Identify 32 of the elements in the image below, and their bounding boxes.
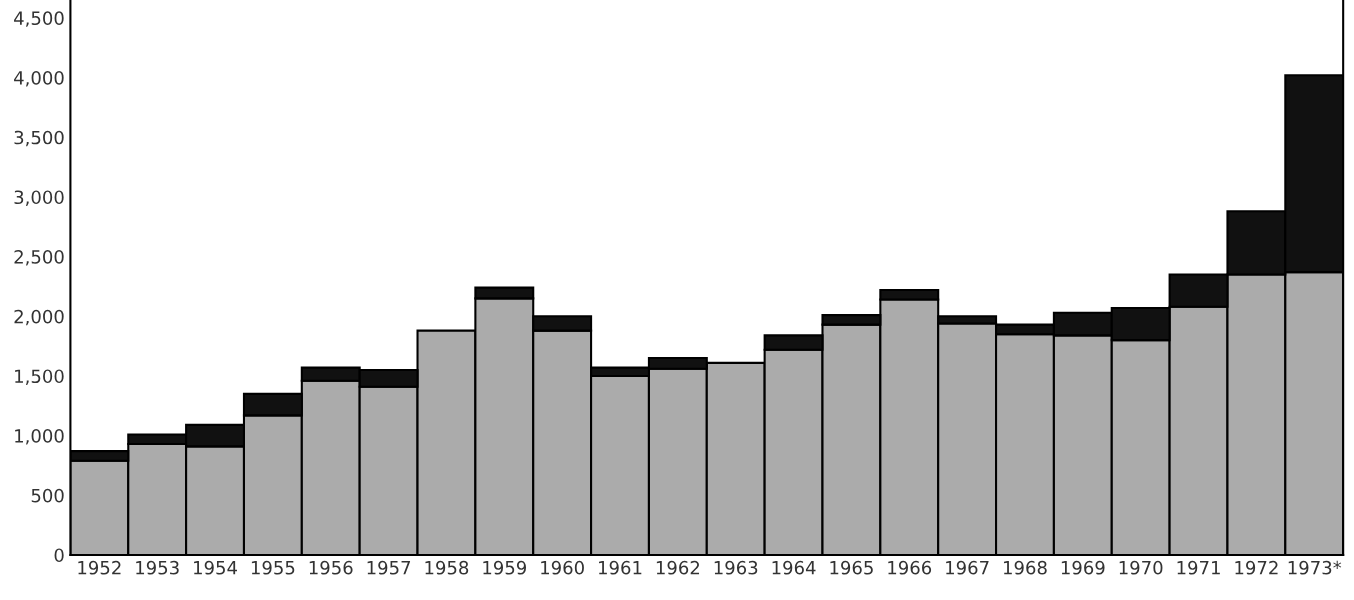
y-tick-label: 1,500: [15, 369, 64, 385]
y-tick-label: 3,000: [14, 190, 64, 206]
y-tick-label: 4,000: [14, 71, 64, 87]
x-tick-label: 1966: [888, 560, 932, 575]
y-tick-label: 2,000: [14, 309, 64, 326]
y-tick-label: 3,500: [14, 130, 64, 147]
x-tick-label: 1963: [714, 560, 758, 575]
x-tick-label: 1972: [1235, 560, 1278, 575]
x-tick-label: 1959: [483, 560, 527, 575]
y-tick-label: 0: [54, 548, 64, 563]
x-tick-label: 1971: [1177, 560, 1220, 575]
x-tick-label: 1968: [1003, 560, 1047, 575]
x-tick-label: 1958: [425, 560, 469, 575]
y-tick-label: 2,500: [14, 250, 64, 266]
y-tick-label: 500: [31, 488, 64, 503]
y-tick-label: 1,000: [15, 429, 64, 445]
x-tick-label: 1969: [1061, 560, 1105, 575]
x-tick-label: 1973*: [1288, 560, 1342, 575]
x-tick-label: 1961: [599, 560, 642, 575]
x-tick-label: 1957: [367, 560, 411, 575]
x-tick-label: 1960: [541, 560, 584, 575]
x-tick-label: 1970: [1119, 560, 1163, 575]
x-tick-label: 1955: [251, 560, 295, 575]
x-tick-label: 1965: [830, 560, 873, 575]
x-tick-label: 1962: [656, 560, 700, 575]
x-tick-label: 1967: [946, 560, 989, 575]
x-tick-label: 1953: [136, 560, 179, 575]
x-tick-label: 1964: [772, 560, 816, 575]
y-tick-label: 4,500: [14, 11, 64, 27]
x-tick-label: 1952: [78, 560, 121, 575]
x-tick-label: 1954: [194, 560, 237, 575]
x-tick-label: 1956: [309, 560, 353, 575]
